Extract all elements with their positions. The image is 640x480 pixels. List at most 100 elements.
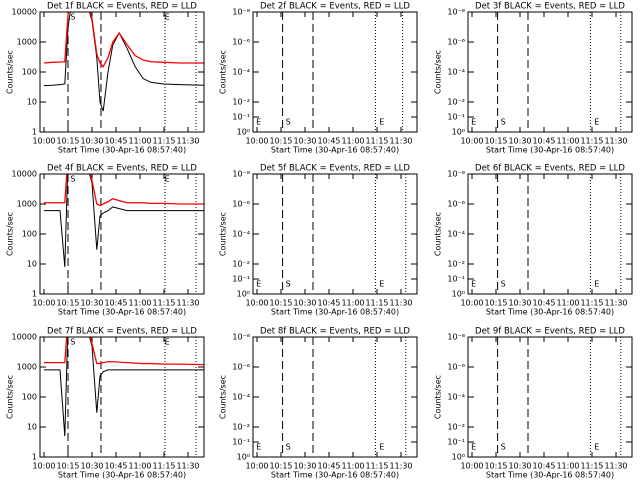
x-tick-label: 11:00 xyxy=(128,137,151,146)
y-tick-label: 10⁻⁸ xyxy=(232,170,250,179)
y-tick-label: 10⁻⁶ xyxy=(447,363,465,372)
y-tick-label: 100 xyxy=(22,230,37,239)
x-tick-label: 11:30 xyxy=(389,137,412,146)
x-tick-label: 11:15 xyxy=(365,462,388,471)
y-axis-label: Counts/sec xyxy=(219,375,228,419)
annotation: S xyxy=(70,13,75,22)
y-tick-label: 10⁻² xyxy=(447,423,465,432)
x-tick-label: 11:15 xyxy=(580,299,603,308)
plot-frame xyxy=(467,173,633,295)
y-axis-label: Counts/sec xyxy=(6,50,15,94)
annotation: S xyxy=(501,280,506,289)
plot-frame xyxy=(467,11,633,133)
x-tick-label: 10:45 xyxy=(317,137,340,146)
panel-title: Det 2f BLACK = Events, RED = LLD xyxy=(260,2,410,12)
y-tick-label: 10⁻⁶ xyxy=(447,38,465,47)
annotation: S xyxy=(286,443,291,452)
y-tick-label: 10⁻² xyxy=(232,260,250,269)
y-axis-label: Counts/sec xyxy=(6,212,15,256)
panel: Det 8f BLACK = Events, RED = LLD Start Ti… xyxy=(219,327,418,480)
annotation: E xyxy=(471,280,476,289)
annotation: E xyxy=(594,280,599,289)
y-tick-label: 10⁻² xyxy=(232,423,250,432)
y-tick-label: 10⁻⁴ xyxy=(447,230,465,239)
y-tick-label: 10⁻⁸ xyxy=(232,333,250,342)
x-tick-label: 11:15 xyxy=(152,137,175,146)
x-axis-label: Start Time (30-Apr-16 08:57:40) xyxy=(58,146,186,155)
panel: Det 4f BLACK = Events, RED = LLD Start Ti… xyxy=(6,164,205,317)
x-tick-label: 10:15 xyxy=(484,299,507,308)
annotation: E xyxy=(379,443,384,452)
y-tick-label: 10⁻¹ xyxy=(232,438,250,447)
annotation: E xyxy=(379,280,384,289)
x-tick-label: 11:00 xyxy=(556,137,579,146)
panel: Det 3f BLACK = Events, RED = LLD Start Ti… xyxy=(434,2,633,155)
annotation: S xyxy=(286,118,291,127)
plot-frame xyxy=(252,11,418,133)
y-tick-label: 1000 xyxy=(17,200,37,209)
annotation: E xyxy=(165,175,170,184)
y-tick-label: 10⁰ xyxy=(452,290,465,299)
x-tick-label: 10:00 xyxy=(245,462,268,471)
x-tick-label: 11:15 xyxy=(580,137,603,146)
panel-title: Det 3f BLACK = Events, RED = LLD xyxy=(475,2,625,12)
panel: Det 2f BLACK = Events, RED = LLD Start Ti… xyxy=(219,2,418,155)
x-tick-label: 10:15 xyxy=(269,137,292,146)
plot-frame xyxy=(252,173,418,295)
x-tick-label: 10:15 xyxy=(484,462,507,471)
x-tick-label: 11:15 xyxy=(152,299,175,308)
x-tick-label: 11:15 xyxy=(365,299,388,308)
x-tick-label: 10:45 xyxy=(104,462,127,471)
y-tick-label: 10000 xyxy=(12,8,37,17)
y-tick-label: 10⁻² xyxy=(447,260,465,269)
y-tick-label: 10⁻⁴ xyxy=(232,68,250,77)
annotation: E xyxy=(165,338,170,347)
y-tick-label: 10⁻¹ xyxy=(447,113,465,122)
panel-title: Det 7f BLACK = Events, RED = LLD xyxy=(47,327,197,337)
x-tick-label: 11:30 xyxy=(604,299,627,308)
x-tick-label: 11:15 xyxy=(580,462,603,471)
panel-title: Det 5f BLACK = Events, RED = LLD xyxy=(260,164,410,174)
y-tick-label: 10⁻² xyxy=(447,98,465,107)
x-tick-label: 10:30 xyxy=(80,462,103,471)
y-tick-label: 10⁻⁶ xyxy=(447,200,465,209)
x-tick-label: 11:00 xyxy=(556,462,579,471)
y-tick-label: 10000 xyxy=(12,333,37,342)
x-tick-label: 10:45 xyxy=(104,137,127,146)
y-tick-label: 1 xyxy=(32,453,37,462)
panel: Det 5f BLACK = Events, RED = LLD Start Ti… xyxy=(219,164,418,317)
x-tick-label: 10:00 xyxy=(32,462,55,471)
series-line xyxy=(43,12,204,112)
y-tick-label: 10⁻⁸ xyxy=(447,170,465,179)
x-tick-label: 10:45 xyxy=(532,299,555,308)
x-tick-label: 10:00 xyxy=(460,462,483,471)
panel: Det 9f BLACK = Events, RED = LLD Start Ti… xyxy=(434,327,633,480)
x-tick-label: 10:30 xyxy=(293,137,316,146)
annotation: S xyxy=(501,118,506,127)
x-tick-label: 11:00 xyxy=(556,299,579,308)
x-tick-label: 10:30 xyxy=(508,299,531,308)
y-tick-label: 10 xyxy=(27,260,37,269)
plot-frame xyxy=(39,11,205,133)
y-tick-label: 10⁻⁶ xyxy=(232,200,250,209)
annotation: E xyxy=(256,280,261,289)
y-tick-label: 10⁻⁸ xyxy=(447,8,465,17)
x-tick-label: 11:15 xyxy=(152,462,175,471)
x-tick-label: 10:30 xyxy=(293,462,316,471)
series-line xyxy=(44,337,204,437)
x-tick-label: 10:00 xyxy=(245,299,268,308)
annotation: S xyxy=(70,338,75,347)
y-tick-label: 10⁻⁴ xyxy=(232,393,250,402)
annotation: E xyxy=(256,443,261,452)
series-line xyxy=(44,174,204,267)
x-tick-label: 10:15 xyxy=(56,462,79,471)
x-tick-label: 10:15 xyxy=(269,299,292,308)
y-tick-label: 10⁰ xyxy=(452,128,465,137)
panel: Det 7f BLACK = Events, RED = LLD Start Ti… xyxy=(6,327,205,480)
y-axis-label: Counts/sec xyxy=(434,375,443,419)
x-tick-label: 10:45 xyxy=(317,462,340,471)
x-tick-label: 10:00 xyxy=(460,137,483,146)
y-tick-label: 10⁻⁶ xyxy=(232,38,250,47)
panel: Det 1f BLACK = Events, RED = LLD Start Ti… xyxy=(6,2,205,155)
